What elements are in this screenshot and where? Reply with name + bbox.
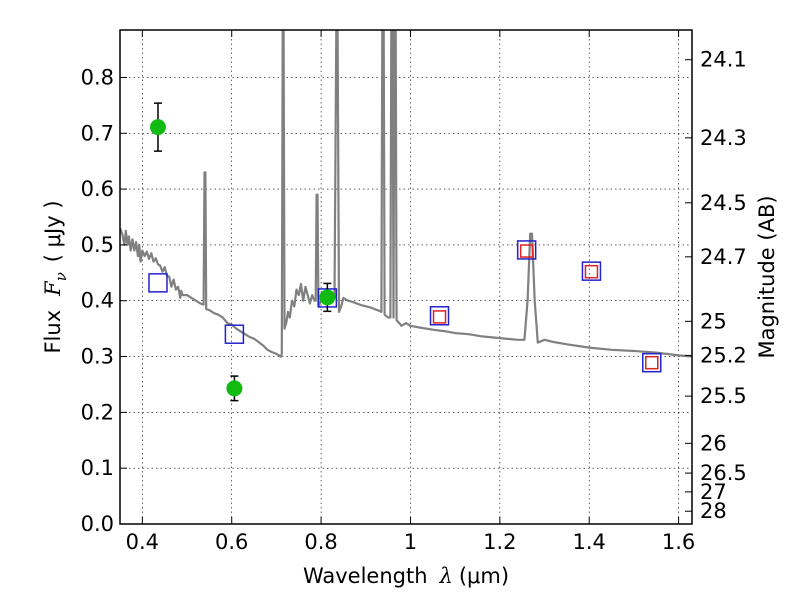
y-tick-label: 0.4 <box>81 289 114 313</box>
y-tick-label: 0.0 <box>81 512 114 536</box>
sed-model-line <box>120 30 692 358</box>
x-tick-label: 1.2 <box>483 530 516 554</box>
y-tick-label: 0.3 <box>81 345 114 369</box>
y2-tick-label: 25.2 <box>700 343 747 367</box>
y-tick-label: 0.5 <box>81 233 114 257</box>
y-tick-label: 0.2 <box>81 400 114 424</box>
y-tick-label: 0.8 <box>81 65 114 89</box>
y2-tick-label: 24.5 <box>700 191 747 215</box>
y2-tick-label: 25.5 <box>700 384 747 408</box>
y2-tick-label: 24.3 <box>700 126 747 150</box>
y-tick-label: 0.6 <box>81 177 114 201</box>
y2-tick-label: 26.5 <box>700 461 747 485</box>
observed-point-marker <box>319 289 336 306</box>
y-axis-ticks: 0.0 0.1 0.2 0.3 0.4 0.5 0.6 0.7 0.8 <box>81 65 127 536</box>
y2-tick-label: 26 <box>700 431 727 455</box>
y2-tick-label: 27 <box>700 480 727 504</box>
model-square-marker <box>224 324 245 344</box>
y2-tick-label: 28 <box>700 499 727 523</box>
model-square-inner-marker <box>519 244 534 258</box>
model-square-marker <box>429 306 450 326</box>
y2-axis-label: Magnitude (AB) <box>755 195 779 358</box>
y2-tick-label: 25 <box>700 309 727 333</box>
x-tick-label: 0.4 <box>126 530 159 554</box>
x-tick-label: 0.8 <box>304 530 337 554</box>
x-tick-label: 1 <box>404 530 417 554</box>
y2-tick-label: 24.7 <box>700 245 747 269</box>
y-axis-label: FluxFν( μJy ) <box>41 200 70 353</box>
y2-tick-label: 24.1 <box>700 48 747 72</box>
y-tick-label: 0.1 <box>81 456 114 480</box>
model-square-inner-marker <box>645 355 659 370</box>
model-square-inner-marker <box>432 310 447 324</box>
x-tick-label: 0.6 <box>215 530 248 554</box>
plot-clip-group <box>120 30 692 402</box>
x-tick-label: 1.4 <box>573 530 606 554</box>
x-tick-label: 1.6 <box>662 530 695 554</box>
grid <box>120 30 692 524</box>
y-tick-label: 0.7 <box>81 121 114 145</box>
model-square-inner-marker <box>584 264 599 279</box>
observed-point-marker <box>226 380 243 397</box>
observed-point-marker <box>149 119 166 136</box>
plot-area <box>120 30 692 402</box>
model-square-marker <box>516 240 537 260</box>
model-square-marker <box>148 273 168 293</box>
x-axis-label: Wavelength λ (μm) <box>303 564 509 588</box>
x-axis-ticks: 0.4 0.6 0.8 1 1.2 1.4 1.6 <box>126 30 695 554</box>
model-square-marker <box>642 352 662 373</box>
model-square-marker <box>581 261 602 281</box>
plot-frame <box>119 29 693 525</box>
